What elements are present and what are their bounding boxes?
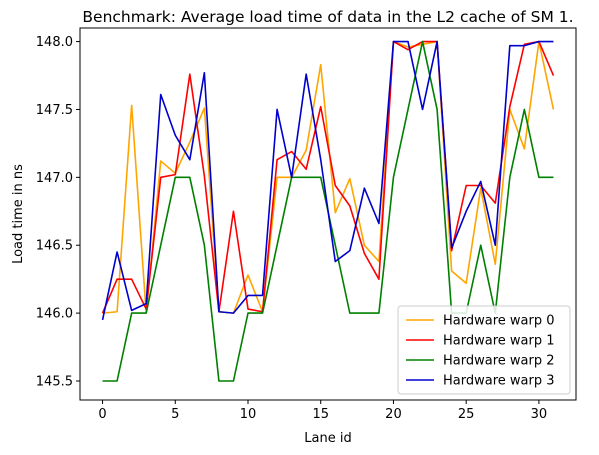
plot-frame (79, 27, 577, 401)
y-tick-label: 145.5 (36, 374, 73, 389)
y-tick-label: 147.5 (36, 103, 73, 118)
x-axis: 0 5 10 15 20 25 30 (98, 400, 547, 422)
y-tick-label: 146.0 (36, 307, 73, 322)
y-tick-label: 146.5 (36, 239, 73, 254)
legend-label: Hardware warp 0 (443, 314, 555, 329)
x-tick-label: 30 (531, 407, 548, 422)
legend-label: Hardware warp 1 (443, 334, 555, 349)
x-tick-label: 20 (385, 407, 402, 422)
x-tick-label: 25 (458, 407, 475, 422)
chart-title: Benchmark: Average load time of data in … (82, 8, 573, 26)
x-tick-label: 5 (171, 407, 179, 422)
y-axis: 145.5 146.0 146.5 147.0 147.5 148.0 (36, 35, 80, 389)
series-lines (101, 40, 555, 382)
x-tick-label: 0 (98, 407, 106, 422)
series-line-warp-3 (101, 40, 554, 321)
legend: Hardware warp 0 Hardware warp 1 Hardware w… (397, 305, 571, 395)
x-tick-label: 15 (312, 407, 329, 422)
legend-label: Hardware warp 2 (443, 354, 555, 369)
y-tick-label: 148.0 (36, 35, 73, 50)
y-axis-title: Load time in ns (11, 164, 26, 264)
legend-box (397, 305, 571, 395)
legend-label: Hardware warp 3 (443, 374, 555, 389)
x-axis-title: Lane id (304, 431, 351, 446)
x-tick-label: 10 (240, 407, 257, 422)
series-line-warp-0 (102, 40, 555, 314)
y-tick-label: 147.0 (36, 171, 73, 186)
